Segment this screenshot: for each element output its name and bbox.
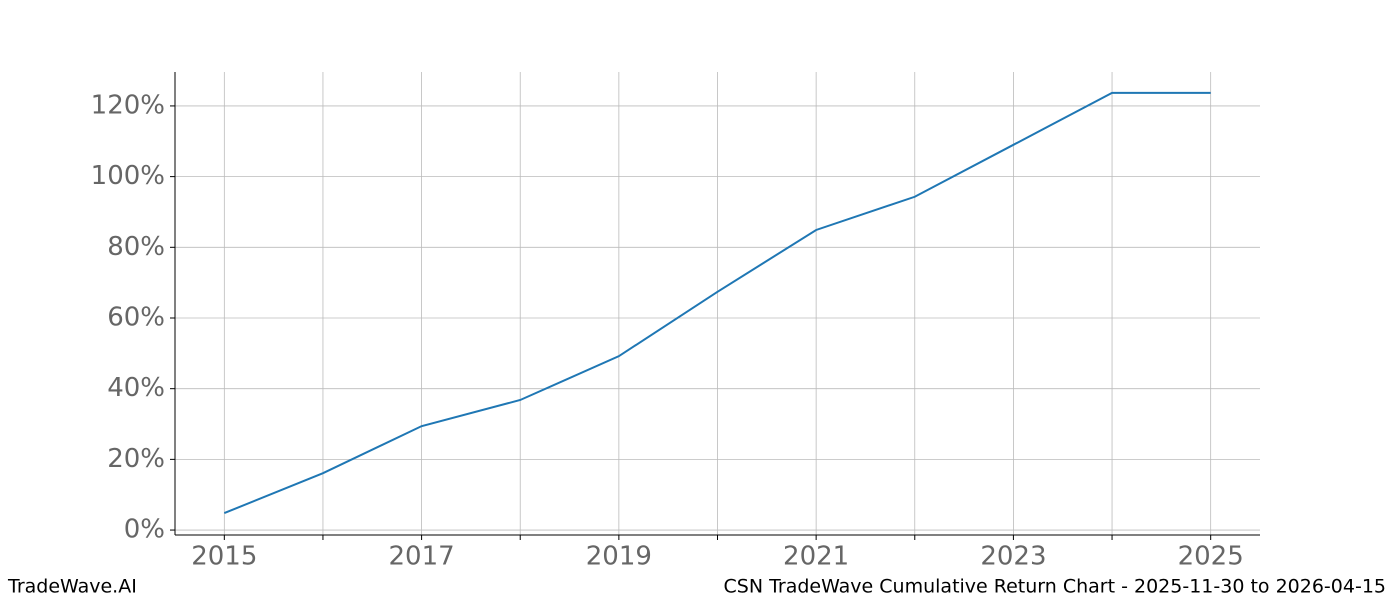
- y-tick-label: 0%: [124, 515, 165, 545]
- y-tick-label: 80%: [107, 232, 165, 262]
- line: [223, 91, 1211, 515]
- caption: CSN TradeWave Cumulative Return Chart - …: [724, 576, 1387, 598]
- y-tick-label: 120%: [91, 90, 165, 120]
- watermark: TradeWave.AI: [7, 576, 137, 598]
- y-tick-label: 20%: [107, 444, 165, 474]
- x-tick-label: 2023: [980, 542, 1046, 572]
- x-tick-label: 2015: [191, 542, 257, 572]
- y-tick-label: 100%: [91, 161, 165, 191]
- x-tick-label: 2019: [586, 542, 652, 572]
- x-tick-label: 2025: [1178, 542, 1244, 572]
- y-tick-label: 60%: [107, 302, 165, 332]
- x-tick-label: 2021: [783, 542, 849, 572]
- y-tick-label: 40%: [107, 373, 165, 403]
- x-tick-label: 2017: [389, 542, 455, 572]
